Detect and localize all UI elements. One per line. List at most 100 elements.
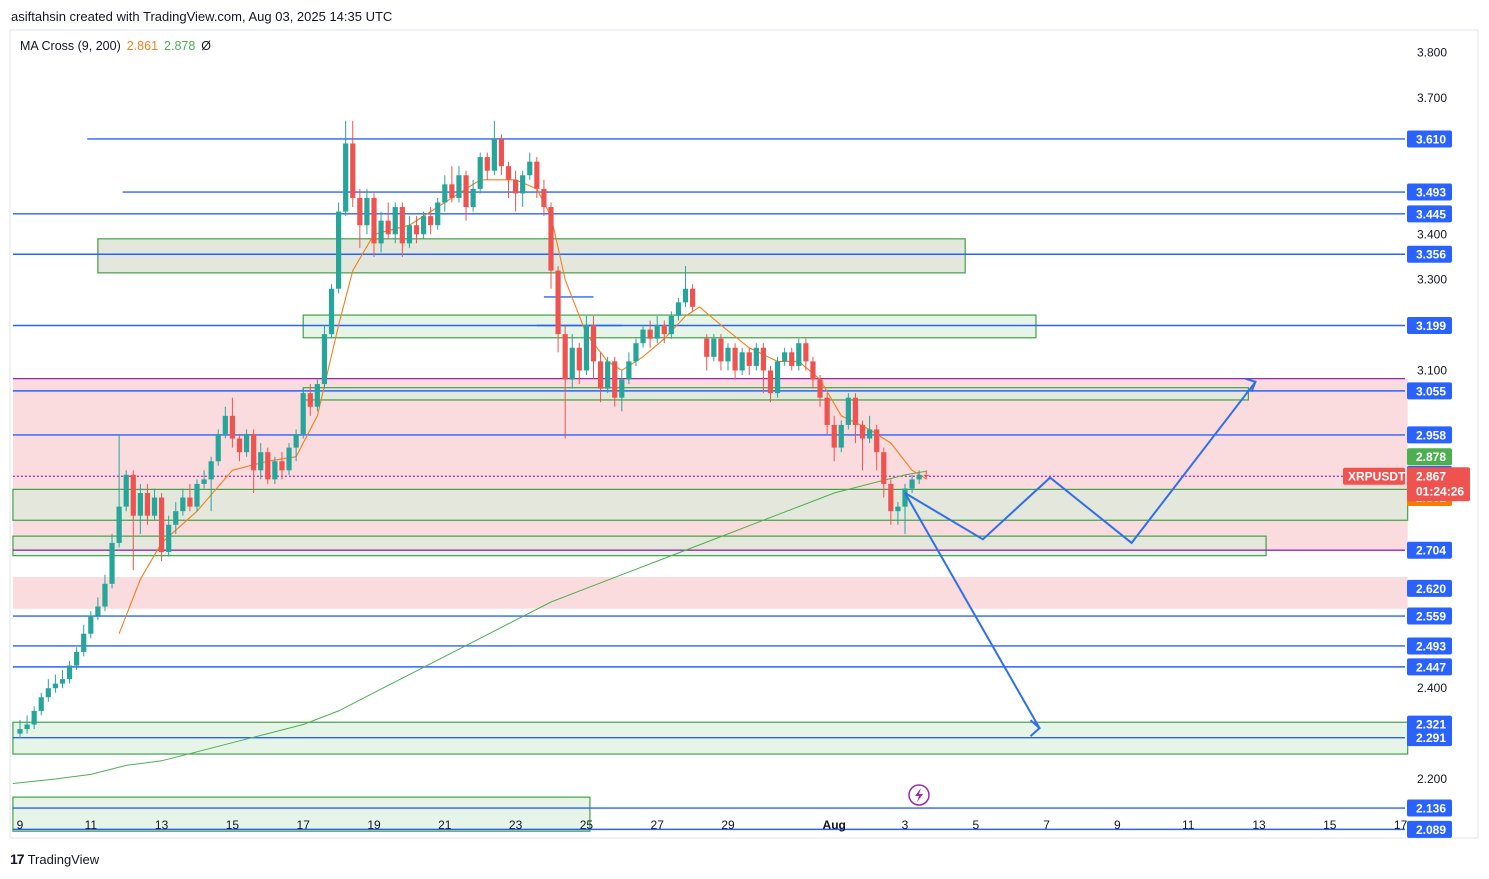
bear-candle[interactable]	[498, 134, 505, 176]
bull-candle[interactable]	[895, 502, 901, 525]
bear-candle[interactable]	[852, 393, 859, 444]
bear-candle[interactable]	[612, 356, 618, 407]
bull-candle[interactable]	[527, 152, 533, 180]
bear-candle[interactable]	[399, 202, 405, 257]
bear-candle[interactable]	[534, 157, 540, 198]
bull-candle[interactable]	[38, 692, 44, 716]
lightning-icon[interactable]	[908, 784, 930, 806]
bear-candle[interactable]	[357, 188, 363, 248]
bull-candle[interactable]	[916, 470, 922, 484]
bull-candle[interactable]	[867, 415, 873, 444]
bull-candle[interactable]	[774, 356, 781, 398]
bull-candle[interactable]	[321, 325, 328, 389]
bear-candle[interactable]	[831, 415, 837, 462]
bull-candle[interactable]	[782, 347, 788, 366]
bull-candle[interactable]	[243, 429, 250, 457]
bear-candle[interactable]	[187, 483, 193, 512]
bear-candle[interactable]	[307, 384, 313, 416]
bull-candle[interactable]	[619, 370, 625, 412]
bull-candle[interactable]	[435, 197, 441, 230]
bear-candle[interactable]	[484, 152, 490, 180]
bear-candle[interactable]	[718, 334, 724, 371]
bear-candle[interactable]	[888, 479, 894, 525]
bull-candle[interactable]	[491, 120, 497, 176]
bear-candle[interactable]	[548, 202, 554, 289]
bear-candle[interactable]	[541, 179, 547, 217]
bull-candle[interactable]	[109, 533, 115, 589]
bull-candle[interactable]	[909, 474, 915, 494]
bull-candle[interactable]	[137, 483, 143, 534]
bear-candle[interactable]	[229, 397, 235, 448]
bull-candle[interactable]	[583, 315, 589, 375]
bull-candle[interactable]	[477, 152, 483, 194]
bear-candle[interactable]	[923, 470, 929, 480]
bull-candle[interactable]	[24, 715, 30, 734]
bull-candle[interactable]	[739, 347, 745, 375]
bear-candle[interactable]	[279, 452, 285, 480]
bear-candle[interactable]	[251, 429, 257, 494]
bear-candle[interactable]	[817, 374, 823, 407]
bull-candle[interactable]	[300, 388, 306, 439]
bull-candle[interactable]	[258, 443, 264, 480]
bear-candle[interactable]	[704, 334, 710, 371]
bull-candle[interactable]	[711, 334, 717, 362]
bear-candle[interactable]	[803, 338, 809, 371]
bear-candle[interactable]	[562, 325, 568, 439]
bear-candle[interactable]	[576, 343, 582, 385]
bear-candle[interactable]	[350, 120, 356, 208]
bull-candle[interactable]	[286, 443, 292, 475]
bull-candle[interactable]	[725, 343, 731, 371]
bear-candle[interactable]	[597, 352, 604, 403]
price-axis[interactable]: 3.800 3.700 3.400 3.300 3.100 2.400 2.200	[1417, 46, 1447, 786]
bear-candle[interactable]	[513, 170, 519, 212]
bull-candle[interactable]	[343, 120, 349, 217]
bull-candle[interactable]	[66, 660, 73, 684]
bear-candle[interactable]	[463, 170, 469, 221]
bull-candle[interactable]	[753, 343, 759, 371]
bear-candle[interactable]	[760, 343, 766, 394]
bear-candle[interactable]	[859, 420, 866, 471]
bull-candle[interactable]	[95, 597, 101, 621]
bull-candle[interactable]	[194, 479, 200, 512]
bear-candle[interactable]	[647, 320, 653, 348]
bull-candle[interactable]	[31, 706, 37, 730]
bull-candle[interactable]	[173, 502, 179, 534]
bear-candle[interactable]	[385, 202, 391, 239]
bull-candle[interactable]	[314, 379, 320, 412]
bull-candle[interactable]	[470, 179, 476, 212]
bull-candle[interactable]	[222, 406, 228, 439]
bull-candle[interactable]	[272, 456, 278, 484]
bull-candle[interactable]	[328, 284, 335, 339]
bull-candle[interactable]	[180, 488, 186, 516]
bull-candle[interactable]	[605, 356, 611, 394]
bear-candle[interactable]	[449, 166, 455, 203]
bull-candle[interactable]	[81, 624, 87, 657]
bull-candle[interactable]	[626, 352, 632, 385]
bull-candle[interactable]	[633, 338, 639, 366]
bull-candle[interactable]	[123, 470, 129, 512]
bull-candle[interactable]	[293, 429, 299, 462]
bull-candle[interactable]	[406, 216, 412, 248]
bear-candle[interactable]	[881, 447, 887, 498]
bull-candle[interactable]	[456, 166, 462, 203]
bull-candle[interactable]	[166, 515, 172, 557]
bear-candle[interactable]	[661, 320, 667, 344]
bear-candle[interactable]	[413, 216, 420, 244]
bear-candle[interactable]	[590, 315, 597, 380]
bear-candle[interactable]	[874, 424, 880, 471]
bull-candle[interactable]	[796, 338, 802, 371]
bull-candle[interactable]	[74, 647, 80, 671]
bull-candle[interactable]	[675, 297, 682, 321]
bull-candle[interactable]	[102, 574, 108, 612]
bull-candle[interactable]	[392, 202, 398, 244]
bull-candle[interactable]	[208, 456, 214, 512]
bull-candle[interactable]	[336, 202, 342, 294]
bull-candle[interactable]	[151, 488, 158, 521]
bull-candle[interactable]	[520, 170, 526, 208]
bull-candle[interactable]	[640, 325, 646, 348]
bear-candle[interactable]	[690, 284, 696, 312]
bear-candle[interactable]	[371, 193, 377, 257]
bull-candle[interactable]	[420, 211, 427, 239]
